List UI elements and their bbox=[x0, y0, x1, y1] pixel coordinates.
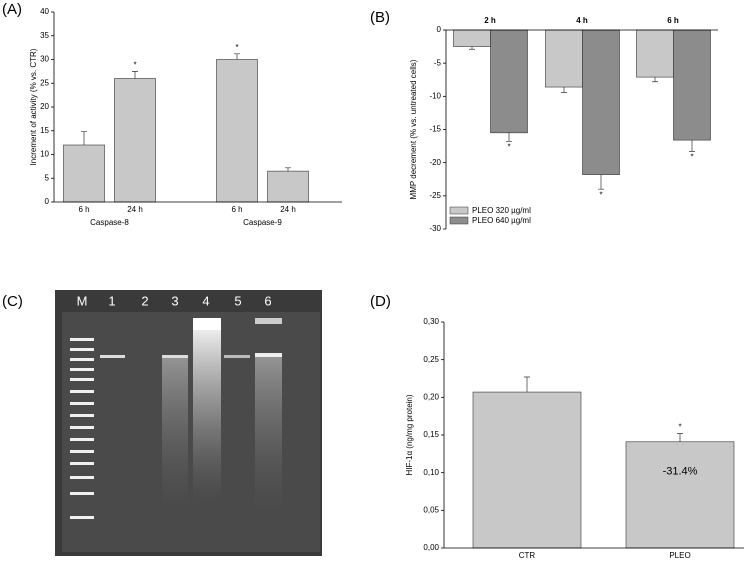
y-tick-label: -15 bbox=[429, 125, 441, 134]
x-tick-label: 4 h bbox=[576, 16, 588, 25]
y-tick-label: 10 bbox=[40, 150, 49, 159]
y-tick-label: 0,10 bbox=[423, 468, 439, 477]
significance-mark: * bbox=[599, 190, 602, 199]
error-bar bbox=[132, 71, 138, 79]
lane-label: 3 bbox=[171, 293, 178, 308]
bar bbox=[673, 29, 711, 141]
y-tick-label: 0,15 bbox=[423, 430, 439, 439]
panel-label: (B) bbox=[370, 9, 390, 26]
x-tick-label: 6 h bbox=[78, 205, 89, 214]
x-tick-label: 24 h bbox=[127, 205, 143, 214]
gel-panel: (C) M 1 2 3 4 5 6 bbox=[2, 290, 322, 556]
lane-labels: M 1 2 3 4 5 6 bbox=[77, 293, 272, 308]
significance-mark: * bbox=[678, 423, 681, 432]
lane-label: 1 bbox=[108, 293, 115, 308]
y-tick-label: 40 bbox=[40, 7, 49, 16]
lane-label: 5 bbox=[234, 293, 241, 308]
bar bbox=[545, 29, 583, 88]
x-tick-label: 6 h bbox=[231, 205, 242, 214]
error-bar bbox=[285, 167, 291, 172]
bar bbox=[216, 59, 258, 203]
significance-mark: * bbox=[235, 43, 238, 52]
bar bbox=[472, 391, 582, 549]
bar bbox=[490, 29, 528, 134]
group-label: Caspase-9 bbox=[243, 218, 282, 227]
y-tick-label: 0,05 bbox=[423, 505, 439, 514]
x-tick-label: 24 h bbox=[280, 205, 296, 214]
y-axis-label: HIF-1α (ng/mg protein) bbox=[405, 394, 414, 475]
panel-label: (D) bbox=[370, 293, 391, 310]
y-tick-label: -5 bbox=[434, 58, 442, 67]
error-bar bbox=[524, 376, 530, 393]
error-bar bbox=[677, 433, 683, 442]
error-bar bbox=[598, 174, 604, 190]
error-bar bbox=[689, 140, 695, 152]
bar bbox=[114, 78, 156, 203]
error-bar bbox=[234, 53, 240, 60]
y-tick-label: -30 bbox=[429, 224, 441, 233]
bar bbox=[582, 29, 620, 175]
y-tick-label: -10 bbox=[429, 91, 441, 100]
x-tick-label: CTR bbox=[519, 551, 536, 560]
bar bbox=[267, 170, 309, 203]
x-tick-label: PLEO bbox=[669, 551, 690, 560]
y-tick-label: 0,25 bbox=[423, 355, 439, 364]
y-tick-label: 0,20 bbox=[423, 392, 439, 401]
panel-label: (C) bbox=[2, 293, 23, 310]
legend-label: PLEO 640 µg/ml bbox=[472, 216, 531, 225]
y-axis-label: MMP decrement (% vs. untreated cells) bbox=[409, 59, 418, 199]
legend-swatch bbox=[449, 206, 469, 215]
y-tick-label: 20 bbox=[40, 102, 49, 111]
bar bbox=[636, 29, 674, 78]
significance-mark: * bbox=[507, 143, 510, 152]
lane-bands bbox=[100, 318, 282, 512]
y-tick-label: 15 bbox=[40, 126, 49, 135]
y-tick-label: 30 bbox=[40, 55, 49, 64]
y-tick-label: 0,00 bbox=[423, 543, 439, 552]
bar bbox=[63, 144, 105, 203]
group-label: Caspase-8 bbox=[90, 218, 129, 227]
y-tick-label: 5 bbox=[45, 173, 50, 182]
panel-label: (A) bbox=[2, 1, 22, 18]
error-bar bbox=[81, 131, 87, 145]
y-tick-label: 0,30 bbox=[423, 317, 439, 326]
significance-mark: * bbox=[690, 152, 693, 161]
bar bbox=[625, 441, 735, 549]
change-label: -31.4% bbox=[663, 466, 698, 478]
error-bar bbox=[506, 132, 512, 142]
error-bar bbox=[652, 77, 658, 83]
y-axis-label: Increment of activity (% vs. CTR) bbox=[29, 48, 38, 165]
bar bbox=[453, 29, 491, 47]
significance-mark: * bbox=[133, 60, 136, 69]
y-tick-label: 35 bbox=[40, 31, 49, 40]
x-tick-label: 6 h bbox=[667, 16, 679, 25]
lane-label: 2 bbox=[141, 293, 148, 308]
y-tick-label: 0 bbox=[437, 25, 442, 34]
lane-label: 6 bbox=[264, 293, 271, 308]
error-bar bbox=[469, 46, 475, 50]
lane-label: M bbox=[77, 293, 88, 308]
x-tick-label: 2 h bbox=[484, 16, 496, 25]
ladder bbox=[70, 338, 94, 519]
lane-label: 4 bbox=[202, 293, 209, 308]
y-tick-label: -20 bbox=[429, 158, 441, 167]
error-bar bbox=[561, 87, 567, 93]
y-tick-label: -25 bbox=[429, 191, 441, 200]
y-tick-label: 0 bbox=[45, 197, 50, 206]
legend-swatch bbox=[449, 216, 469, 225]
y-tick-label: 25 bbox=[40, 78, 49, 87]
legend-label: PLEO 320 µg/ml bbox=[472, 206, 531, 215]
